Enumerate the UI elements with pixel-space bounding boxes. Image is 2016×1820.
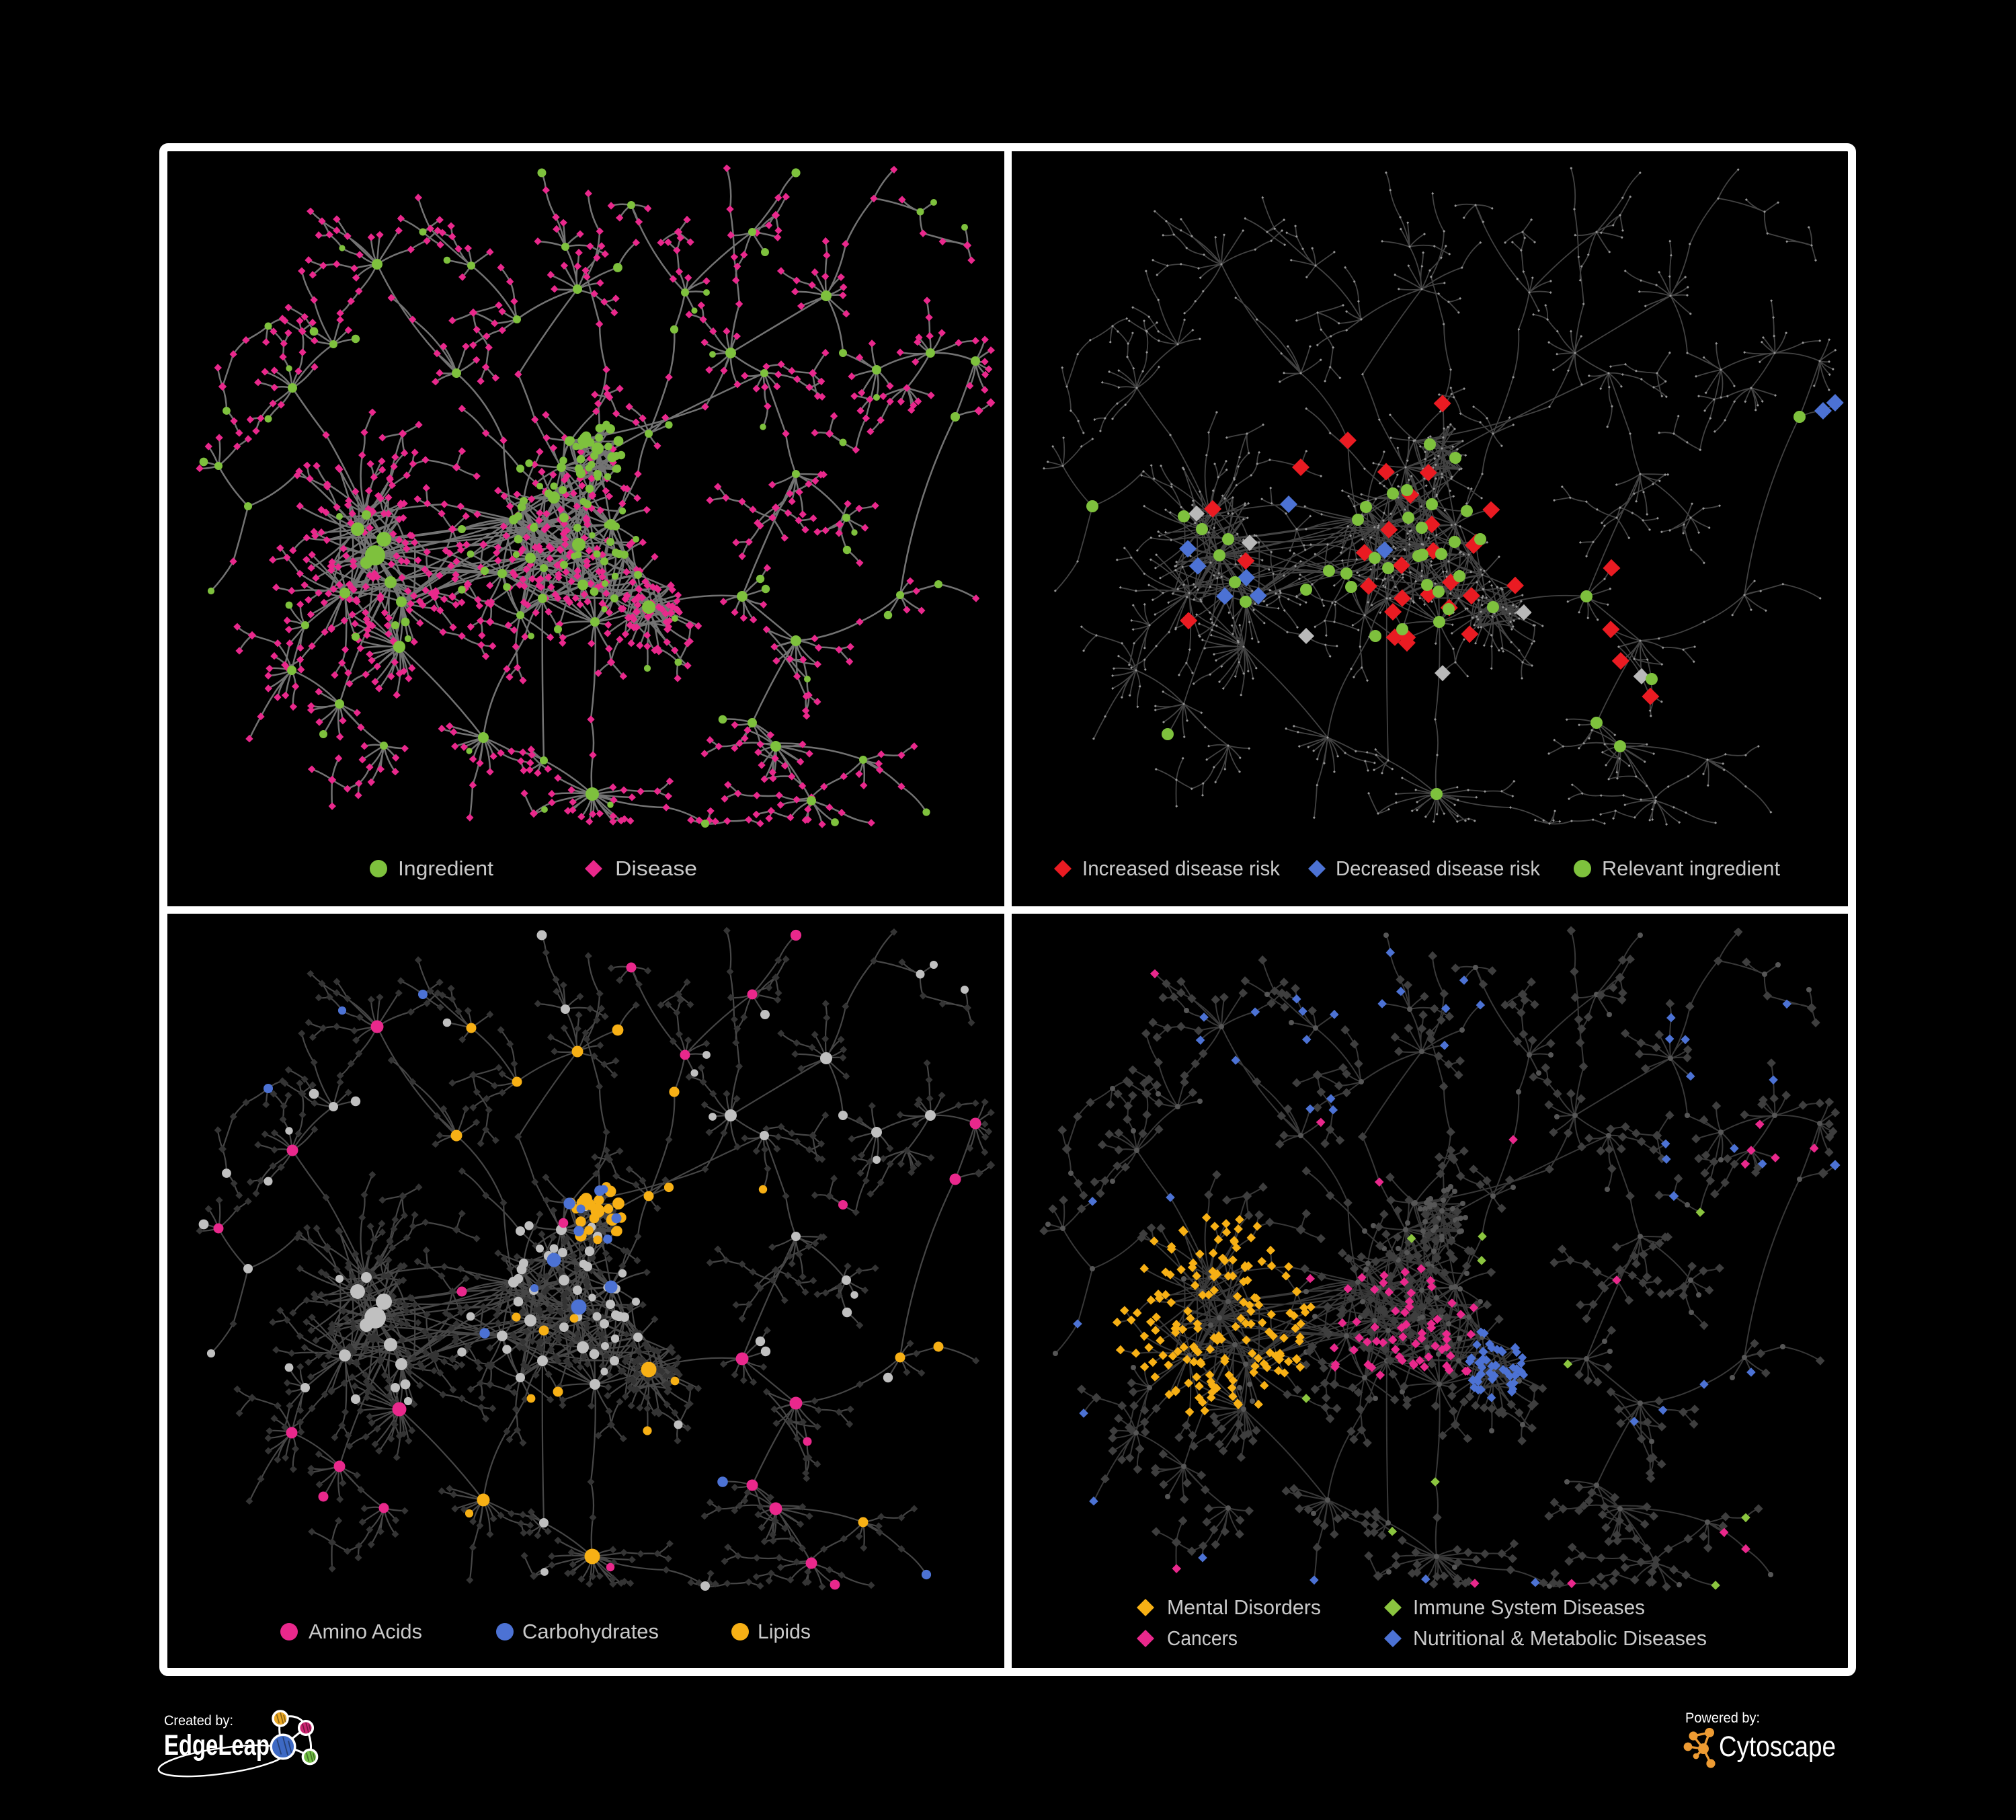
svg-text:Carbohydrates: Carbohydrates — [522, 1620, 659, 1643]
svg-text:Amino Acids: Amino Acids — [309, 1620, 422, 1643]
svg-text:Relevant ingredient: Relevant ingredient — [1602, 857, 1780, 880]
svg-text:Mental Disorders: Mental Disorders — [1167, 1595, 1321, 1619]
svg-text:Ingredient: Ingredient — [398, 857, 493, 880]
svg-text:EdgeLeap: EdgeLeap — [164, 1729, 270, 1762]
svg-text:Created by:: Created by: — [164, 1713, 233, 1729]
svg-text:Immune System Diseases: Immune System Diseases — [1413, 1595, 1645, 1619]
svg-text:Powered by:: Powered by: — [1685, 1710, 1760, 1726]
svg-text:Nutritional & Metabolic Diseas: Nutritional & Metabolic Diseases — [1413, 1626, 1707, 1650]
svg-text:Lipids: Lipids — [758, 1620, 811, 1643]
svg-text:Cancers: Cancers — [1167, 1626, 1238, 1650]
svg-text:Cytoscape: Cytoscape — [1719, 1731, 1836, 1763]
svg-text:Increased disease risk: Increased disease risk — [1082, 857, 1280, 880]
svg-text:Disease: Disease — [615, 857, 697, 880]
svg-text:Decreased disease risk: Decreased disease risk — [1336, 857, 1540, 880]
